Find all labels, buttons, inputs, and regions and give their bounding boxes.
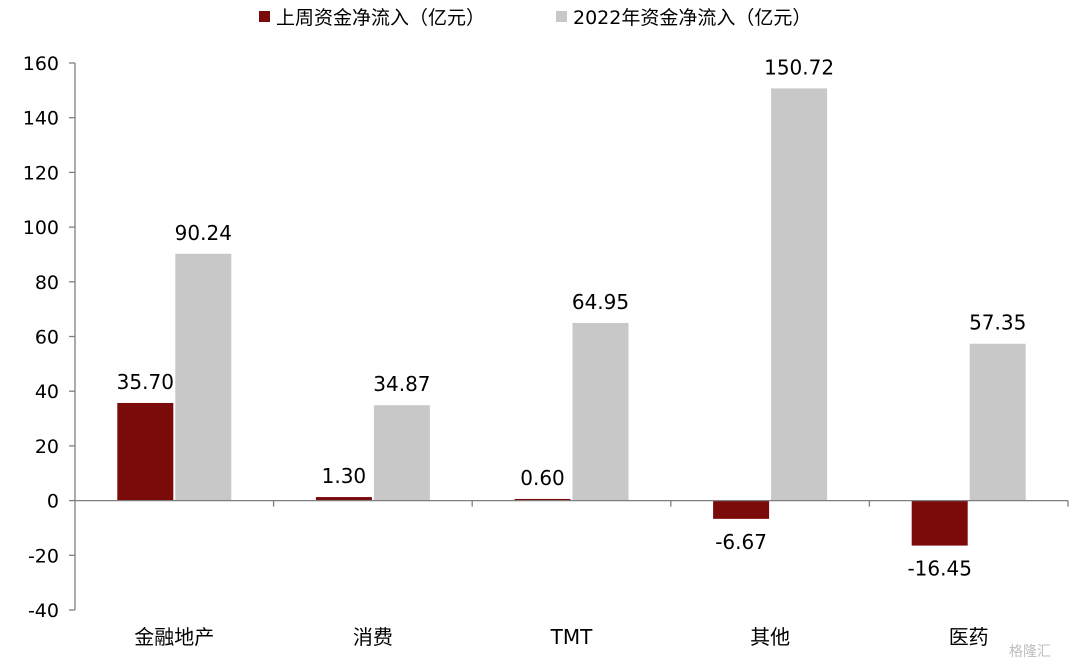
legend-label: 上周资金净流入（亿元） <box>276 7 485 29</box>
data-label: 150.72 <box>764 55 834 79</box>
bar-series-2 <box>771 88 828 501</box>
y-tick-label: -20 <box>28 545 59 567</box>
y-axis: 160 140 120 100 80 60 40 20 0 -20 -40 <box>23 53 76 622</box>
category-label: TMT <box>550 625 593 649</box>
y-tick-label: 40 <box>35 381 59 403</box>
y-tick-label: 140 <box>23 108 59 130</box>
bar-series-1 <box>911 500 968 546</box>
bar-series-2 <box>572 322 629 501</box>
data-label: 0.60 <box>520 466 565 490</box>
y-tick-label: 80 <box>35 272 59 294</box>
bar-series-2 <box>373 405 430 501</box>
bar-series-1 <box>514 498 571 501</box>
data-label: -16.45 <box>907 557 971 581</box>
data-label: 57.35 <box>969 311 1026 335</box>
data-label: 90.24 <box>175 221 232 245</box>
bar-series-1 <box>713 500 770 519</box>
data-label: 34.87 <box>373 372 430 396</box>
y-tick-label: 100 <box>23 217 59 239</box>
category-label: 其他 <box>750 625 790 649</box>
data-label: 1.30 <box>322 464 367 488</box>
y-tick-label: 0 <box>47 491 59 513</box>
category-label: 消费 <box>353 625 393 649</box>
data-labels: 35.70 1.30 0.60 -6.67 -16.45 90.24 34.87 64.95 1… <box>117 55 1027 580</box>
legend-swatch <box>259 11 270 22</box>
bar-series-2 <box>175 253 232 501</box>
data-label: 35.70 <box>117 370 174 394</box>
x-axis: 金融地产 消费 TMT 其他 医药 <box>75 499 1069 649</box>
y-tick-label: 160 <box>23 53 59 75</box>
legend: 上周资金净流入（亿元） 2022年资金净流入（亿元） <box>259 7 811 29</box>
category-label: 金融地产 <box>134 625 214 649</box>
watermark: 格隆汇 <box>1009 644 1051 660</box>
bar-series-1 <box>117 402 174 501</box>
y-tick-label: 20 <box>35 436 59 458</box>
legend-label: 2022年资金净流入（亿元） <box>573 7 811 29</box>
category-label: 医药 <box>949 625 989 649</box>
y-tick-label: 120 <box>23 162 59 184</box>
y-tick-label: -40 <box>28 600 59 622</box>
legend-swatch <box>556 11 567 22</box>
y-tick-label: 60 <box>35 327 59 349</box>
bars <box>117 88 1026 546</box>
data-label: -6.67 <box>715 530 767 554</box>
watermark-text: 格隆汇 <box>1009 644 1051 660</box>
bar-series-1 <box>315 497 372 501</box>
bar-series-2 <box>969 343 1026 501</box>
data-label: 64.95 <box>572 290 629 314</box>
